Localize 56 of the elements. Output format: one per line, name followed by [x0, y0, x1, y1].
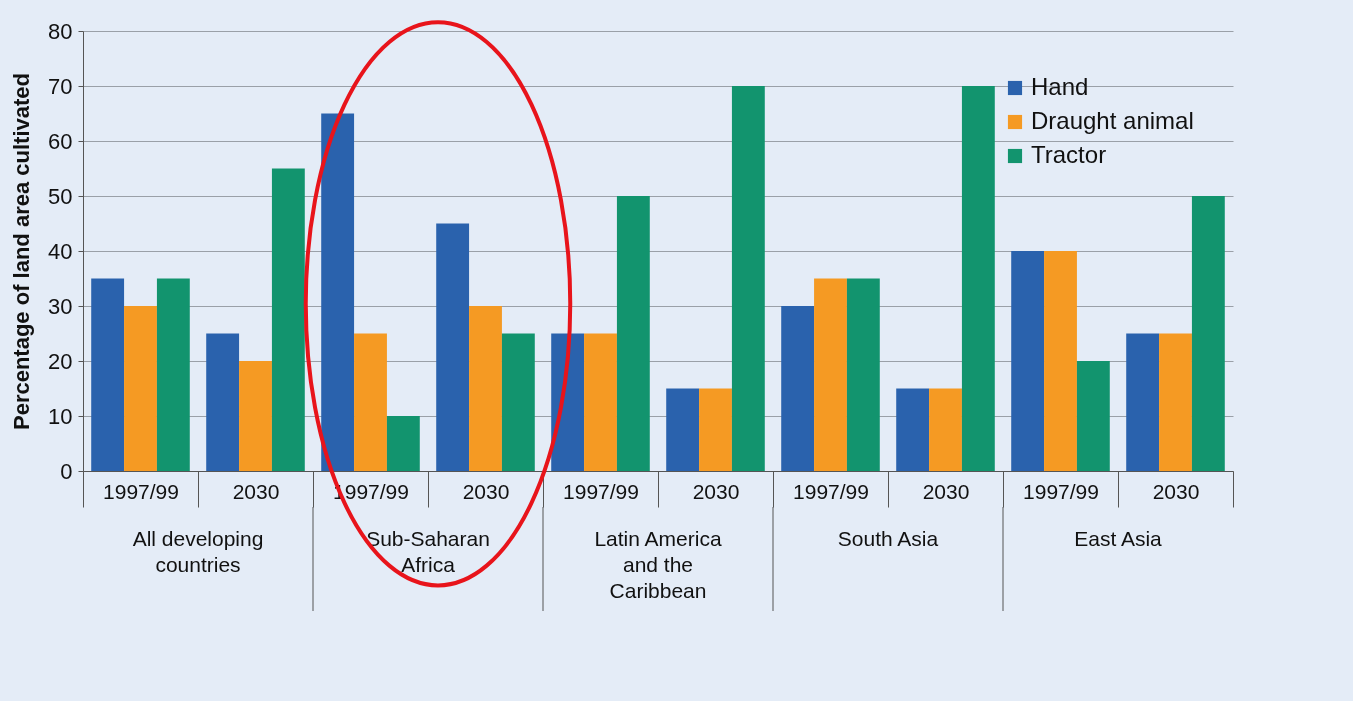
x-tick-label: 2030 — [692, 479, 740, 503]
x-tick-label: 2030 — [1152, 479, 1200, 503]
bar — [436, 223, 470, 471]
legend-label: Hand — [1031, 73, 1089, 100]
bar — [781, 306, 815, 471]
y-tick-label: 80 — [48, 18, 73, 44]
bar — [896, 388, 930, 471]
bar — [501, 333, 535, 471]
bar — [814, 278, 847, 471]
bar — [666, 388, 700, 471]
bar — [206, 333, 240, 471]
bar — [124, 306, 157, 471]
y-tick-label: 50 — [48, 183, 73, 209]
bar — [321, 113, 355, 471]
legend-label: Tractor — [1031, 141, 1107, 168]
y-tick-label: 40 — [48, 238, 73, 264]
bar — [386, 416, 420, 471]
bar — [699, 388, 732, 471]
bar — [1076, 361, 1110, 471]
legend-label: Draught animal — [1031, 107, 1194, 134]
text: South Asia — [837, 527, 939, 550]
text: Latin America and the Caribbean — [594, 527, 722, 602]
bar — [1159, 333, 1192, 471]
text: Sub-Saharan Africa — [366, 527, 490, 576]
bar — [1011, 251, 1045, 471]
y-tick-label: 0 — [60, 458, 73, 484]
y-tick-label: 20 — [48, 348, 73, 374]
bar — [1126, 333, 1160, 471]
x-tick-label: 2030 — [922, 479, 970, 503]
y-tick-label: 60 — [48, 128, 73, 154]
x-tick-label: 2030 — [462, 479, 510, 503]
y-tick-label: 10 — [48, 403, 73, 429]
x-tick-label: 2030 — [232, 479, 280, 503]
bar — [1191, 196, 1225, 471]
bar — [961, 86, 995, 471]
bar — [156, 278, 190, 471]
bar — [616, 196, 650, 471]
text: All developing countries — [132, 527, 264, 576]
y-tick-label: 70 — [48, 73, 73, 99]
x-tick-label: 1997/99 — [793, 479, 869, 503]
bar — [354, 333, 387, 471]
y-axis-title: Percentage of land area cultivated — [9, 72, 35, 431]
text: East Asia — [1074, 527, 1163, 550]
x-tick-label: 1997/99 — [103, 479, 179, 503]
bar — [846, 278, 880, 471]
bar — [469, 306, 502, 471]
x-tick-label: 1997/99 — [563, 479, 639, 503]
bar — [1044, 251, 1077, 471]
bar — [271, 168, 305, 471]
bar — [929, 388, 962, 471]
x-tick-label: 1997/99 — [1023, 479, 1099, 503]
bar — [91, 278, 125, 471]
bar — [731, 86, 765, 471]
bar — [584, 333, 617, 471]
y-tick-label: 30 — [48, 293, 73, 319]
bar — [239, 361, 272, 471]
